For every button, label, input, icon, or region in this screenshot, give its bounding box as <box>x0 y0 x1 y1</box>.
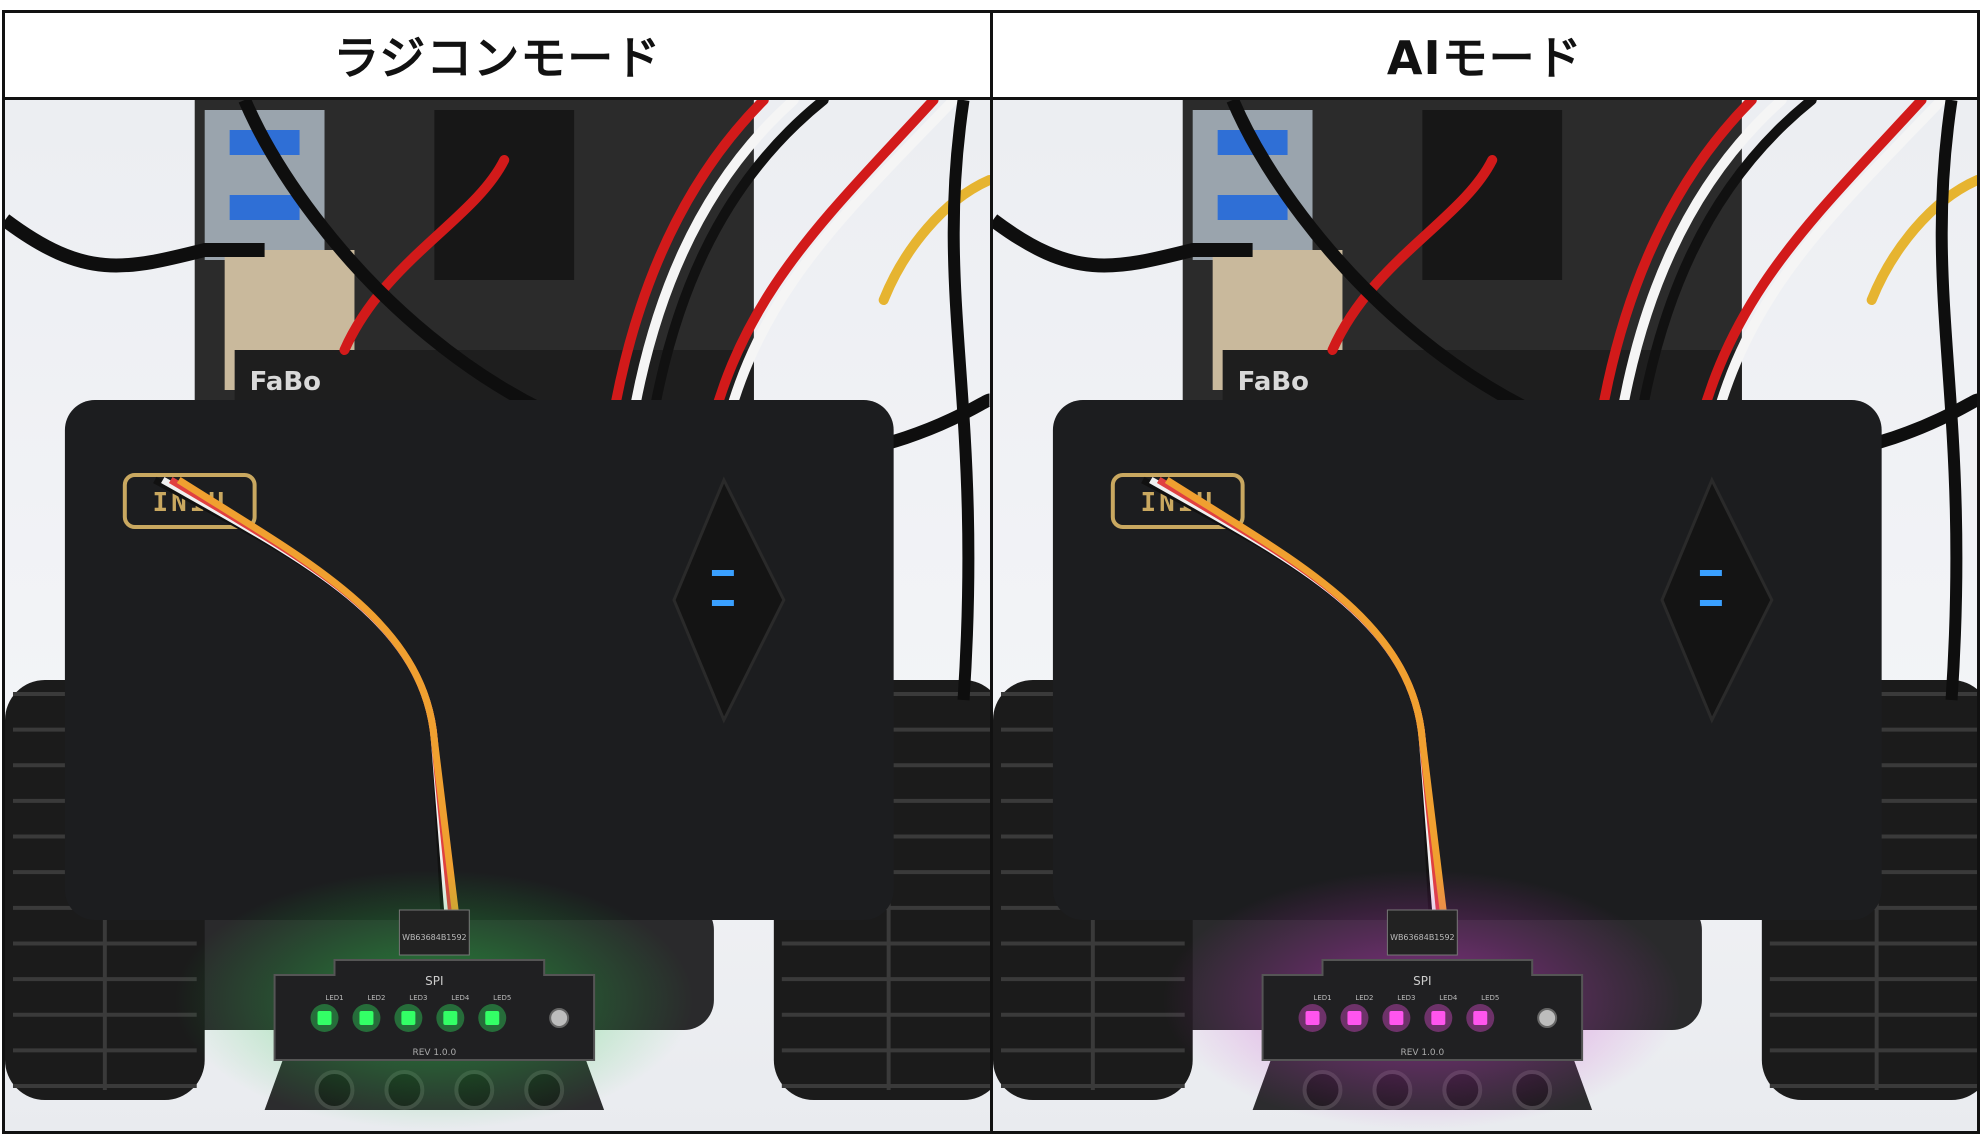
iniu-logo-frame <box>122 473 257 529</box>
led-light <box>1472 1011 1487 1025</box>
servo-cable <box>1701 100 1947 465</box>
sensor-cable <box>176 477 460 921</box>
usb-port-icon <box>1217 195 1288 220</box>
led-sensor-board <box>1261 959 1583 1061</box>
part-number-label: WB63684B1592 <box>1390 933 1455 942</box>
led-label: LED3 <box>409 994 427 1002</box>
usb-cable <box>947 100 975 701</box>
spi-connector <box>1386 909 1458 956</box>
led-label: LED5 <box>1481 994 1499 1002</box>
battery-display-digit <box>711 600 734 606</box>
led-light <box>443 1011 458 1025</box>
battery-display-digit <box>1699 600 1722 606</box>
panel-title: AIモード <box>992 13 1977 100</box>
mounting-screw-icon <box>549 1008 570 1028</box>
servo-cable <box>1326 155 1497 355</box>
panel-rc-mode: ラジコンモード FaBo INIU SPI REV 1.0.0 WB63684B1592… <box>5 13 990 1131</box>
led-label: LED4 <box>1439 994 1458 1002</box>
heatsink <box>434 110 575 280</box>
spi-label: SPI <box>425 974 443 988</box>
battery-pack <box>64 400 894 920</box>
led-light <box>485 1011 500 1025</box>
led-light <box>401 1011 416 1025</box>
revision-label: REV 1.0.0 <box>412 1048 456 1058</box>
part-number-label: WB63684B1592 <box>402 933 467 942</box>
led-label: LED1 <box>325 994 343 1002</box>
battery-pack <box>1052 400 1882 920</box>
led-light <box>1430 1011 1445 1025</box>
led-light <box>1346 1011 1361 1025</box>
fabo-logo: FaBo <box>1237 367 1308 397</box>
iniu-logo-frame <box>1110 473 1245 529</box>
servo-cable <box>713 100 959 465</box>
panel-title: ラジコンモード <box>5 13 990 100</box>
servo-cable <box>339 155 510 355</box>
led-light <box>359 1011 374 1025</box>
led-light <box>1305 1011 1320 1025</box>
panel-ai-mode: AIモード FaBo INIU SPI REV 1.0.0 WB63684B1592 LE… <box>989 13 1977 1131</box>
led-label: LED2 <box>367 994 385 1002</box>
robot-car-photo: FaBo INIU SPI REV 1.0.0 WB63684B1592 LED1 LED2… <box>5 100 990 1131</box>
led-label: LED2 <box>1355 994 1373 1002</box>
mounting-screw-icon <box>1536 1008 1557 1028</box>
led-label: LED4 <box>451 994 470 1002</box>
fabo-logo: FaBo <box>250 367 321 397</box>
servo-cable <box>698 100 939 465</box>
led-label: LED3 <box>1397 994 1415 1002</box>
comparison-frame: ラジコンモード FaBo INIU SPI REV 1.0.0 WB63684B1592… <box>2 10 1980 1134</box>
led-sensor-board <box>273 959 596 1061</box>
battery-display-digit <box>711 570 734 576</box>
led-label: LED1 <box>1313 994 1331 1002</box>
battery-display-digit <box>1699 570 1722 576</box>
robot-car-photo: FaBo INIU SPI REV 1.0.0 WB63684B1592 LED1 LED2… <box>992 100 1977 1131</box>
usb-port-icon <box>229 195 300 220</box>
led-light <box>1388 1011 1403 1025</box>
led-light <box>317 1011 332 1025</box>
usb-cable <box>5 214 265 273</box>
usb-cable <box>1935 100 1962 701</box>
heatsink <box>1421 110 1562 280</box>
usb-cable <box>992 214 1253 273</box>
spi-label: SPI <box>1413 974 1431 988</box>
servo-cable <box>878 175 990 305</box>
led-label: LED5 <box>493 994 511 1002</box>
spi-connector <box>398 909 470 956</box>
servo-cable <box>1686 100 1927 465</box>
servo-cable <box>1866 175 1977 305</box>
revision-label: REV 1.0.0 <box>1400 1048 1444 1058</box>
sensor-cable <box>1164 477 1448 921</box>
